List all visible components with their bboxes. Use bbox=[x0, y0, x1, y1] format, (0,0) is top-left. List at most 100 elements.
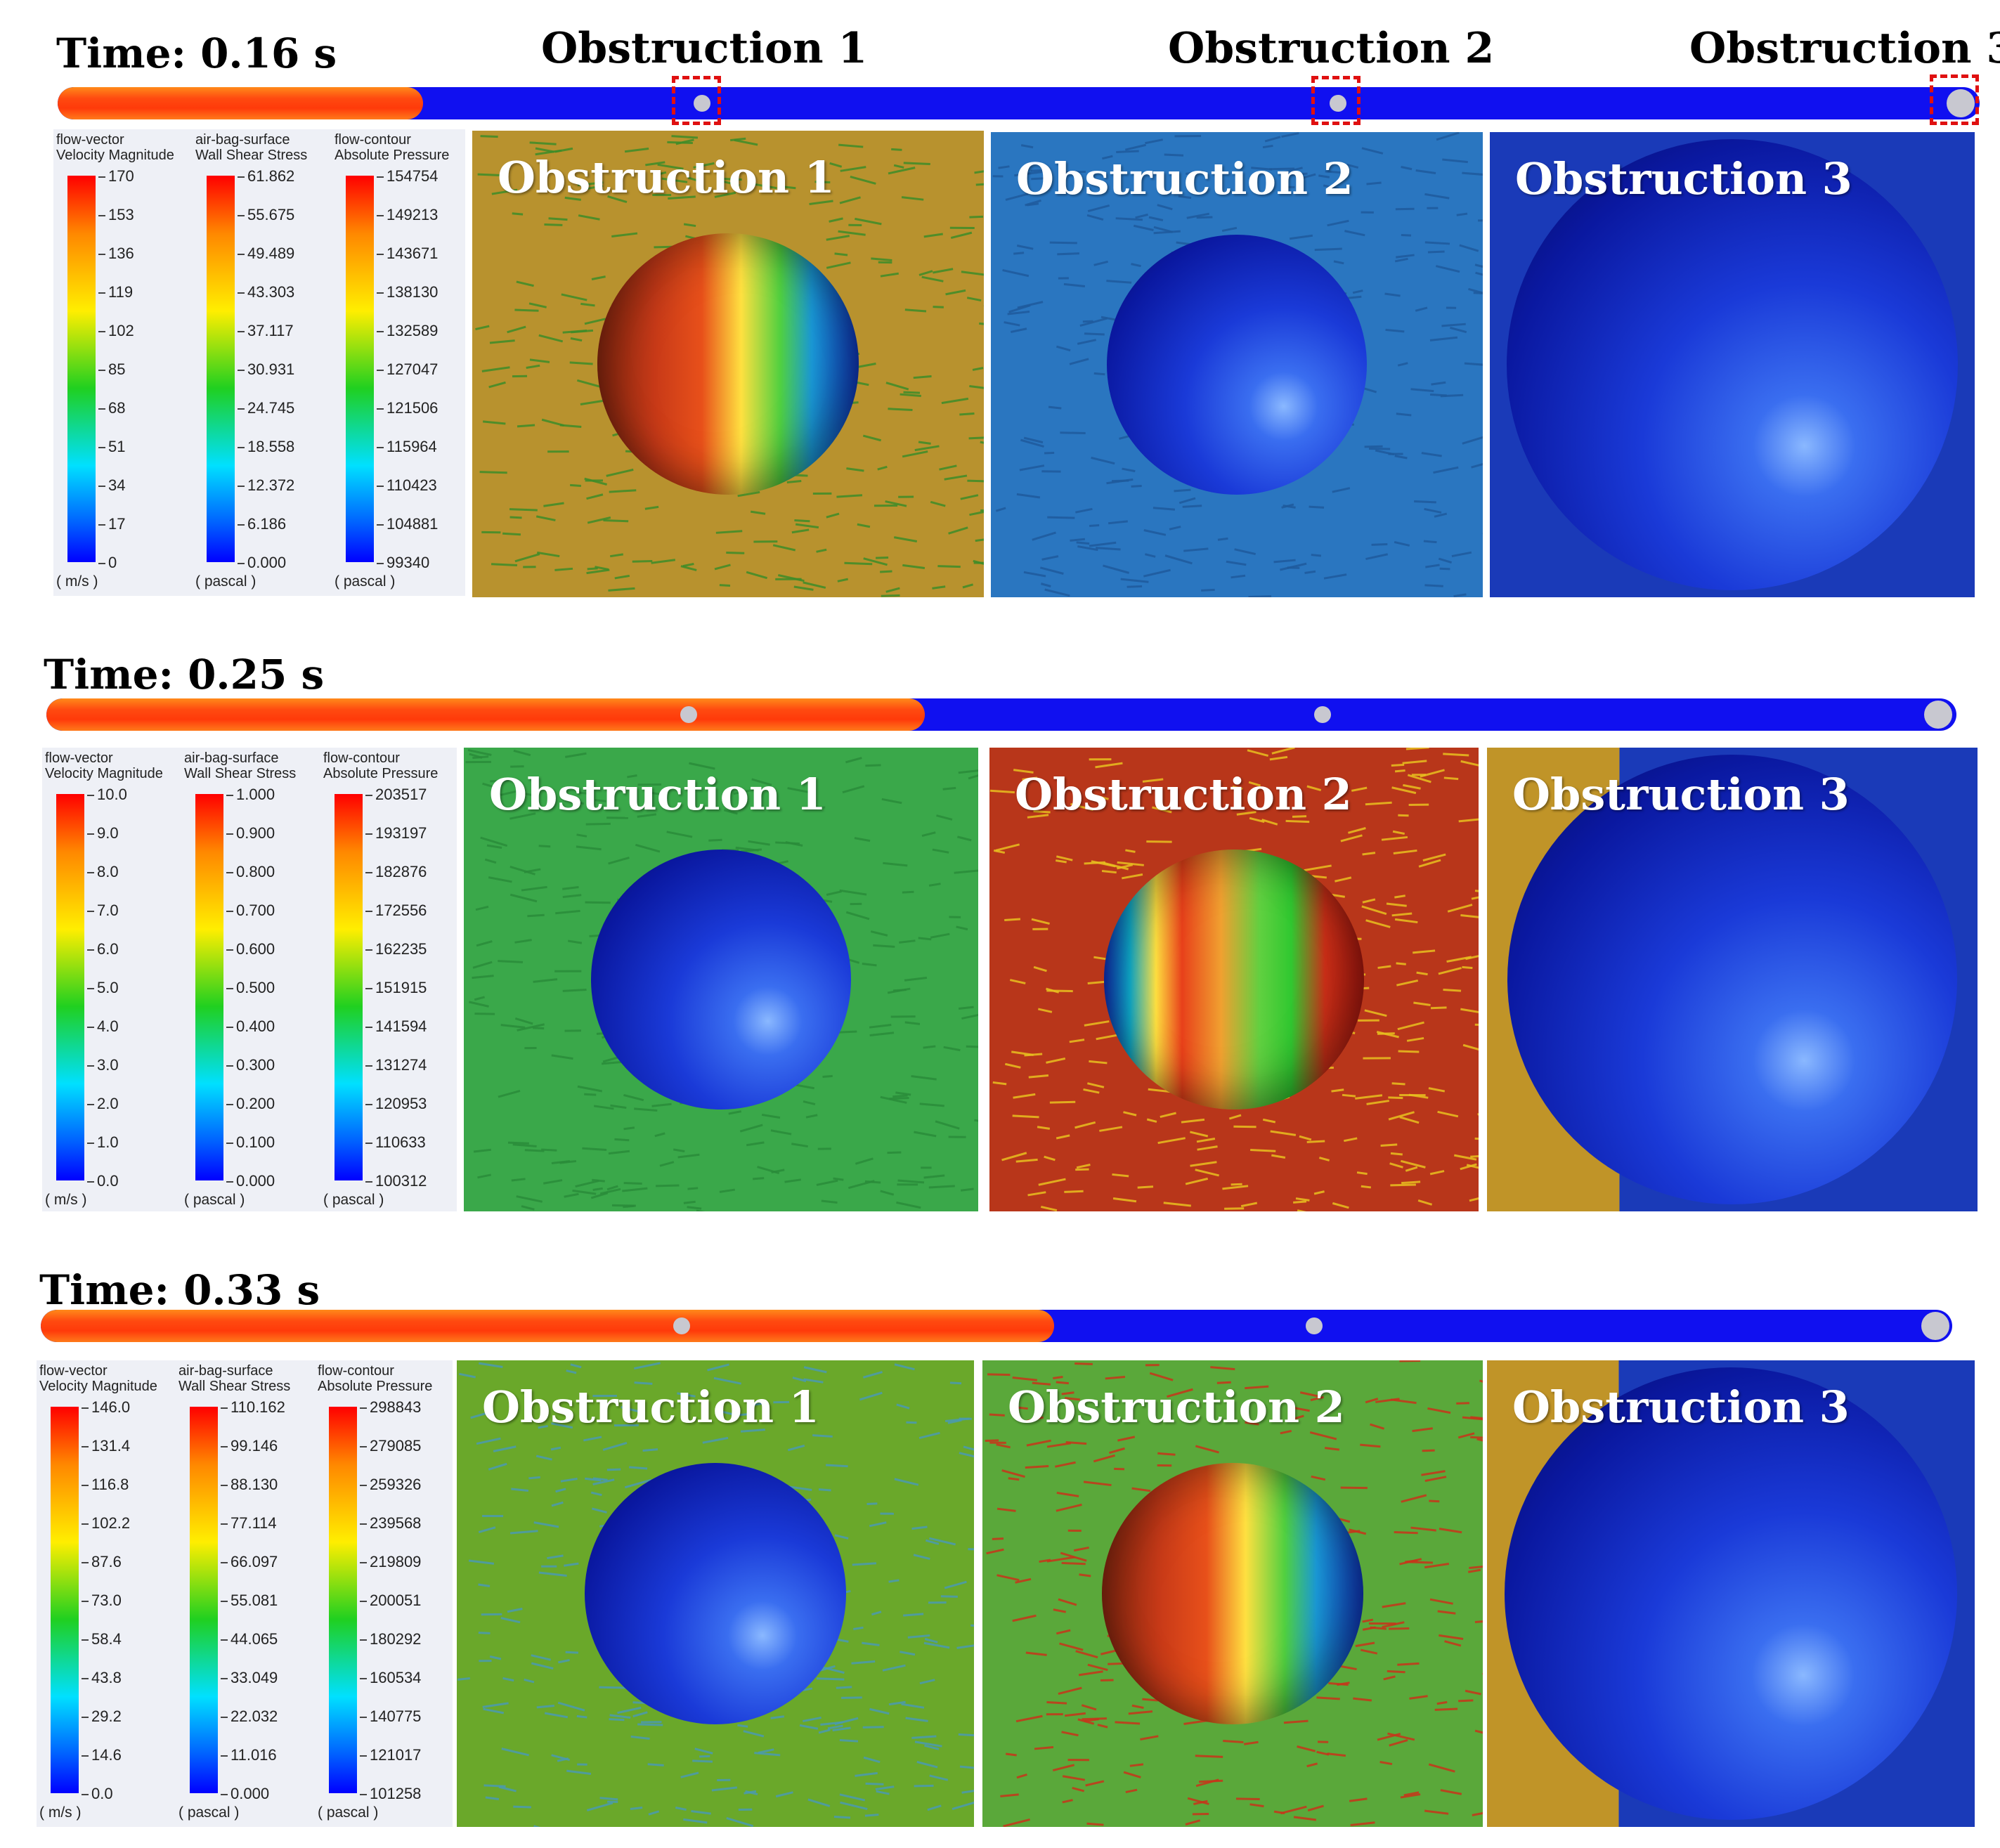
flow-vector-arrow bbox=[1122, 873, 1143, 880]
flow-vector-arrow bbox=[514, 553, 540, 563]
obstruction-1-header: Obstruction 1 bbox=[541, 24, 868, 73]
flow-vector-arrow bbox=[1250, 1149, 1276, 1152]
flow-vector-arrow bbox=[1323, 184, 1340, 190]
flow-vector-arrow bbox=[562, 988, 587, 992]
flow-vector-arrow bbox=[1120, 578, 1149, 583]
flow-vector-arrow bbox=[1307, 1804, 1324, 1812]
legend-tick-label: 37.117 bbox=[238, 322, 294, 339]
flow-vector-arrow bbox=[935, 1120, 960, 1130]
legend-color-bar bbox=[56, 794, 84, 1180]
obstruction-1-marker bbox=[680, 706, 697, 723]
flow-vector-arrow bbox=[751, 1402, 763, 1407]
flow-vector-arrow bbox=[576, 845, 602, 851]
flow-vector-arrow bbox=[1401, 234, 1412, 237]
flow-vector-arrow bbox=[1387, 1732, 1415, 1741]
flow-vector-arrow bbox=[805, 1114, 818, 1119]
flow-vector-arrow bbox=[1022, 776, 1038, 781]
legend-title: air-bag-surface bbox=[195, 132, 290, 148]
obstruction-2-marker bbox=[1306, 1317, 1323, 1334]
flow-vector-arrow bbox=[1249, 1803, 1264, 1808]
flow-vector-arrow bbox=[1069, 1039, 1085, 1043]
legend-tick-label: 219809 bbox=[359, 1553, 422, 1570]
flow-vector-arrow bbox=[1222, 1185, 1249, 1190]
flow-vector-arrow bbox=[875, 1785, 895, 1790]
flow-vector-arrow bbox=[1382, 1602, 1406, 1608]
flow-vector-arrow bbox=[1324, 1447, 1340, 1451]
flow-vector-arrow bbox=[1185, 1819, 1201, 1826]
flow-vector-arrow bbox=[1046, 1057, 1066, 1064]
flow-vector-arrow bbox=[1282, 167, 1303, 174]
flow-vector-arrow bbox=[857, 523, 871, 528]
flow-vector-arrow bbox=[923, 1045, 936, 1049]
flow-vector-arrow bbox=[1405, 748, 1429, 750]
flow-vector-arrow bbox=[903, 162, 930, 166]
legend-tick-label: 138130 bbox=[376, 283, 439, 301]
legend-tick-label: 0.300 bbox=[226, 1056, 275, 1074]
obstruction-sphere bbox=[1506, 138, 1959, 591]
flow-vector-arrow bbox=[651, 559, 676, 564]
flow-vector-arrow bbox=[1025, 199, 1041, 207]
flow-vector-arrow bbox=[1403, 1791, 1420, 1797]
flow-vector-arrow bbox=[1288, 1405, 1310, 1412]
legend-tick-label: 120953 bbox=[365, 1095, 427, 1112]
flow-vector-arrow bbox=[1474, 1023, 1479, 1026]
channel-bar bbox=[58, 87, 1980, 119]
flow-vector-arrow bbox=[567, 939, 583, 944]
flow-vector-arrow bbox=[821, 1199, 838, 1204]
flow-vector-arrow bbox=[959, 412, 975, 416]
flow-vector-arrow bbox=[1471, 463, 1483, 469]
flow-vector-arrow bbox=[862, 1726, 884, 1729]
legend-quantity: Velocity Magnitude bbox=[39, 1379, 157, 1394]
flow-vector-arrow bbox=[1271, 1154, 1286, 1159]
flow-vector-arrow bbox=[1410, 388, 1434, 393]
flow-vector-arrow bbox=[1361, 905, 1387, 916]
flow-vector-arrow bbox=[1464, 362, 1483, 366]
flow-vector-arrow bbox=[1282, 186, 1295, 189]
flow-vector-arrow bbox=[1028, 1074, 1049, 1079]
flow-vector-arrow bbox=[793, 585, 814, 591]
flow-vector-arrow bbox=[656, 171, 667, 176]
legend-tick-label: 4.0 bbox=[87, 1017, 119, 1035]
flow-vector-arrow bbox=[968, 1548, 974, 1551]
flow-vector-arrow bbox=[848, 1180, 875, 1190]
flow-vector-arrow bbox=[564, 196, 581, 201]
flow-vector-arrow bbox=[1074, 1362, 1093, 1365]
flow-vector-arrow bbox=[863, 557, 888, 566]
legend-tick-label: 115964 bbox=[377, 438, 437, 455]
flow-vector-arrow bbox=[1460, 760, 1479, 767]
flow-vector-arrow bbox=[937, 565, 961, 568]
flow-vector-arrow bbox=[557, 1701, 585, 1712]
flow-vector-arrow bbox=[1112, 1173, 1129, 1178]
flow-vector-arrow bbox=[1031, 918, 1050, 925]
flow-vector-arrow bbox=[1012, 1376, 1038, 1381]
flow-vector-arrow bbox=[680, 1771, 699, 1778]
legend-quantity: Velocity Magnitude bbox=[56, 148, 174, 163]
flow-vector-arrow bbox=[644, 505, 659, 510]
flow-vector-arrow bbox=[905, 1717, 928, 1722]
legend-tick-label: 0.800 bbox=[226, 863, 275, 880]
flow-vector-arrow bbox=[691, 1810, 711, 1815]
flow-vector-arrow bbox=[1143, 529, 1167, 536]
flow-vector-arrow bbox=[1020, 438, 1044, 448]
flow-vector-arrow bbox=[1145, 553, 1156, 558]
flow-vector-arrow bbox=[1128, 1710, 1153, 1715]
flow-vector-arrow bbox=[1424, 193, 1450, 200]
flow-vector-arrow bbox=[1163, 1202, 1191, 1207]
flow-vector-arrow bbox=[1410, 1526, 1436, 1532]
flow-vector-arrow bbox=[654, 1132, 665, 1138]
flow-vector-arrow bbox=[927, 1804, 942, 1811]
flow-vector-arrow bbox=[1076, 541, 1090, 545]
flow-vector-arrow bbox=[608, 857, 630, 865]
flow-vector-arrow bbox=[969, 511, 984, 516]
flow-vector-arrow bbox=[1400, 1793, 1421, 1799]
flow-vector-arrow bbox=[1123, 1771, 1141, 1778]
flow-vector-arrow bbox=[1433, 466, 1459, 474]
flow-vector-arrow bbox=[478, 1632, 491, 1634]
flow-vector-arrow bbox=[1112, 1197, 1137, 1203]
legend-tick-label: 0.200 bbox=[226, 1095, 275, 1112]
flow-vector-arrow bbox=[827, 1724, 843, 1730]
panel-obstruction-3: Obstruction 3 bbox=[1490, 132, 1975, 597]
flow-vector-arrow bbox=[1323, 573, 1347, 580]
flow-vector-arrow bbox=[1458, 818, 1479, 823]
flow-vector-arrow bbox=[1332, 487, 1351, 493]
